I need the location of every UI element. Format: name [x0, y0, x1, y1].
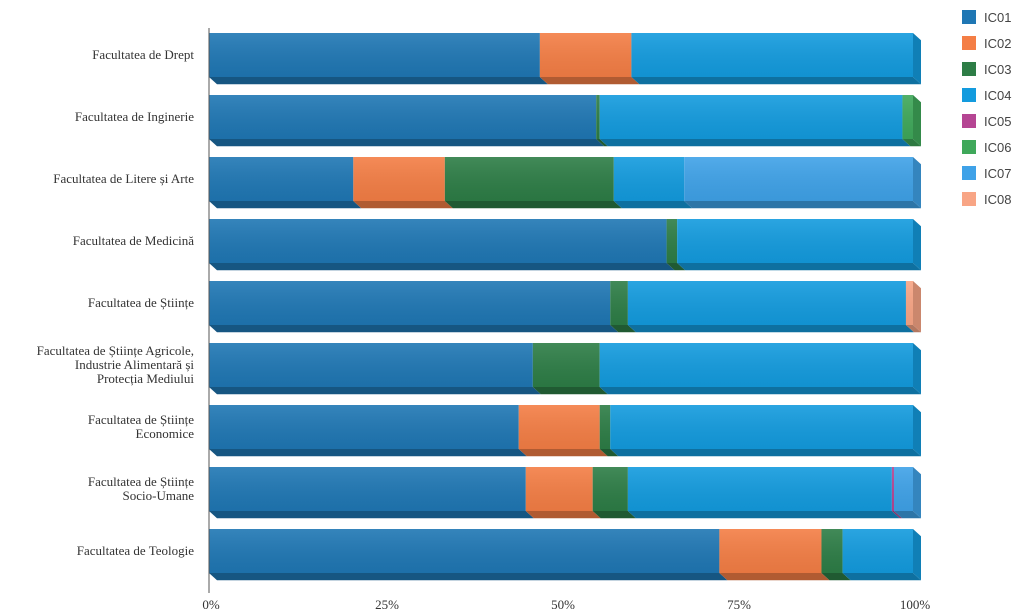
- legend-label: IC05: [984, 114, 1011, 129]
- bar-segment-ic01: [209, 467, 534, 519]
- legend-label: IC03: [984, 62, 1011, 77]
- bar-segment-ic04: [613, 157, 693, 209]
- bar-row: [209, 219, 921, 271]
- x-tick-label: 0%: [202, 597, 220, 612]
- legend-swatch: [962, 10, 976, 24]
- bar-segment-ic01: [209, 343, 541, 395]
- bar-row: [209, 33, 921, 85]
- bar-segment-ic04: [631, 33, 921, 85]
- category-label: Facultatea de Științe Agricole, Industrie…: [37, 343, 195, 386]
- category-label: Facultatea de Științe: [88, 295, 194, 310]
- bar-segment-ic03: [666, 219, 686, 271]
- legend-swatch: [962, 166, 976, 180]
- legend: IC01 IC02 IC03 IC04 IC05 IC06 IC07 IC08: [962, 10, 1011, 207]
- bar-segment-ic08: [905, 281, 921, 333]
- bar-segment-ic01: [209, 219, 675, 271]
- category-label: Facultatea de Drept: [92, 47, 194, 62]
- bar-segment-ic03: [444, 157, 622, 209]
- bar-segment-ic05: [891, 467, 902, 519]
- bar-end-cap: [913, 529, 921, 581]
- x-tick-label: 75%: [727, 597, 751, 612]
- legend-swatch: [962, 114, 976, 128]
- legend-label: IC04: [984, 88, 1011, 103]
- category-label: Facultatea de Medicină: [73, 233, 195, 248]
- bar-row: [209, 281, 921, 333]
- bar-segment-ic03: [592, 467, 636, 519]
- legend-item-ic07: IC07: [962, 166, 1011, 181]
- legend-item-ic06: IC06: [962, 140, 1011, 155]
- legend-item-ic08: IC08: [962, 192, 1011, 207]
- bar-segment-ic03: [532, 343, 608, 395]
- legend-label: IC08: [984, 192, 1011, 207]
- category-label: Facultatea de Inginerie: [75, 109, 194, 124]
- bar-segment-ic01: [209, 529, 728, 581]
- category-label: Facultatea de Științe Economice: [88, 412, 194, 441]
- bar-segment-ic03: [599, 405, 619, 457]
- bar-row: [209, 95, 921, 147]
- legend-item-ic04: IC04: [962, 88, 1011, 103]
- legend-swatch: [962, 140, 976, 154]
- bar-segment-ic02: [525, 467, 601, 519]
- bar-segment-ic04: [599, 95, 911, 147]
- legend-item-ic05: IC05: [962, 114, 1011, 129]
- bar-end-cap: [913, 33, 921, 85]
- bar-segment-ic01: [209, 157, 362, 209]
- bar-end-cap: [913, 343, 921, 395]
- bar-segment-ic04: [627, 467, 900, 519]
- legend-label: IC02: [984, 36, 1011, 51]
- legend-label: IC06: [984, 140, 1011, 155]
- bar-segment-ic04: [610, 405, 921, 457]
- bar-segment-ic04: [842, 529, 921, 581]
- legend-item-ic03: IC03: [962, 62, 1011, 77]
- bar-segment-ic03: [610, 281, 636, 333]
- bar-segment-ic02: [518, 405, 608, 457]
- bar-row: [209, 343, 921, 395]
- bar-segment-ic02: [353, 157, 453, 209]
- legend-swatch: [962, 36, 976, 50]
- legend-item-ic02: IC02: [962, 36, 1011, 51]
- bar-segment-ic04: [599, 343, 921, 395]
- x-tick-label: 50%: [551, 597, 575, 612]
- x-tick-label: 100%: [900, 597, 931, 612]
- bar-segment-ic02: [539, 33, 640, 85]
- legend-label: IC01: [984, 10, 1011, 25]
- legend-swatch: [962, 88, 976, 102]
- bar-end-cap: [913, 281, 921, 333]
- legend-item-ic01: IC01: [962, 10, 1011, 25]
- bar-segment-ic01: [209, 405, 527, 457]
- x-tick-label: 25%: [375, 597, 399, 612]
- bar-end-cap: [913, 157, 921, 209]
- bar-segment-ic01: [209, 95, 605, 147]
- bar-segment-ic02: [719, 529, 830, 581]
- bar-end-cap: [913, 467, 921, 519]
- legend-swatch: [962, 62, 976, 76]
- bar-segment-ic06: [902, 95, 921, 147]
- bar-segment-ic01: [209, 281, 619, 333]
- category-labels: Facultatea de Drept Facultatea de Inginer…: [37, 47, 195, 558]
- legend-label: IC07: [984, 166, 1011, 181]
- bar-segment-ic03: [821, 529, 851, 581]
- bar-end-cap: [913, 405, 921, 457]
- bar-row: [209, 157, 921, 209]
- category-label: Facultatea de Teologie: [77, 543, 194, 558]
- bar-segment-ic04: [627, 281, 914, 333]
- legend-swatch: [962, 192, 976, 206]
- bar-row: [209, 405, 921, 457]
- bar-segment-ic07: [684, 157, 921, 209]
- bar-row: [209, 529, 921, 581]
- bars-group: [209, 33, 921, 581]
- bar-segment-ic01: [209, 33, 548, 85]
- bar-segment-ic04: [677, 219, 921, 271]
- bar-end-cap: [913, 219, 921, 271]
- category-label: Facultatea de Litere și Arte: [53, 171, 194, 186]
- bar-segment-ic07: [893, 467, 921, 519]
- x-axis-ticks: 0% 25% 50% 75% 100%: [202, 597, 930, 612]
- bar-row: [209, 467, 921, 519]
- category-label: Facultatea de Științe Socio-Umane: [88, 474, 194, 503]
- bar-segment-ic03: [596, 95, 608, 147]
- bar-end-cap: [913, 95, 921, 147]
